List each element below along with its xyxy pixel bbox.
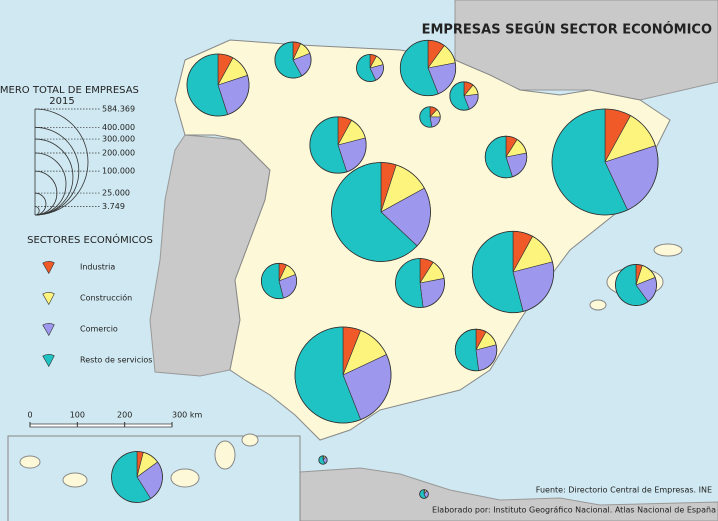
pie-outline <box>615 264 657 306</box>
sector-legend-label: Resto de servicios <box>80 356 152 365</box>
island <box>62 472 88 488</box>
pie-outline <box>419 106 441 128</box>
pie-outline <box>111 451 163 503</box>
source: Fuente: Directorio Central de Empresas. … <box>536 486 712 495</box>
pie-outline <box>309 116 367 174</box>
size-legend-label: 3.749 <box>102 202 125 211</box>
island <box>214 440 236 470</box>
title: EMPRESAS SEGÚN SECTOR ECONÓMICO <box>422 22 712 38</box>
pie-outline <box>399 39 457 97</box>
size-legend-year: 2015 <box>49 96 74 107</box>
pie-outline <box>331 162 431 262</box>
size-legend-label: 400.000 <box>102 123 135 132</box>
pie-outline <box>318 455 328 465</box>
pie-outline <box>419 489 429 499</box>
pie-outline <box>471 230 555 314</box>
island <box>241 433 259 447</box>
size-legend-circle <box>34 192 47 216</box>
size-legend-circle <box>34 138 74 216</box>
size-legend-label: 300.000 <box>102 135 135 144</box>
scale-label: 0 <box>27 411 32 420</box>
africa <box>259 467 718 521</box>
scale-label: 300 km <box>172 411 202 420</box>
scale-label: 200 <box>117 411 132 420</box>
pie-outline <box>551 108 659 216</box>
sector-legend-swatch <box>42 323 55 337</box>
pie-outline <box>449 81 479 111</box>
sector-legend-swatch <box>42 354 55 368</box>
size-legend-circle <box>34 152 67 216</box>
sector-legend-swatch <box>42 292 55 306</box>
spain <box>174 39 671 441</box>
size-legend-circle <box>34 108 89 216</box>
island <box>589 299 607 311</box>
pie-outline <box>260 262 298 300</box>
credit: Elaborado por: Instituto Geográfico Naci… <box>432 506 716 515</box>
size-legend-label: 25.000 <box>102 189 130 198</box>
pie-outline <box>186 53 250 117</box>
size-legend-circle <box>34 126 80 216</box>
pie-outline <box>356 54 384 82</box>
pie-outline <box>395 258 445 308</box>
pie-outline <box>484 135 528 179</box>
island <box>19 455 41 469</box>
island <box>170 468 200 488</box>
pie-outline <box>454 328 498 372</box>
size-legend-title: NÚMERO TOTAL DE EMPRESAS <box>0 83 139 96</box>
island <box>653 243 683 257</box>
size-legend-label: 100.000 <box>102 167 135 176</box>
sector-legend-label: Construcción <box>80 293 132 303</box>
sector-legend-label: Industria <box>80 263 115 272</box>
scale-label: 100 <box>70 411 85 420</box>
sector-legend-swatch <box>42 261 55 275</box>
size-legend-label: 584.369 <box>102 105 135 114</box>
size-legend-label: 200.000 <box>102 148 135 157</box>
pie-outline <box>294 326 392 424</box>
scale-bar <box>29 423 173 428</box>
sector-legend-title: SECTORES ECONÓMICOS <box>27 233 153 246</box>
pie-outline <box>274 41 312 79</box>
sector-legend-label: Comercio <box>80 325 118 334</box>
